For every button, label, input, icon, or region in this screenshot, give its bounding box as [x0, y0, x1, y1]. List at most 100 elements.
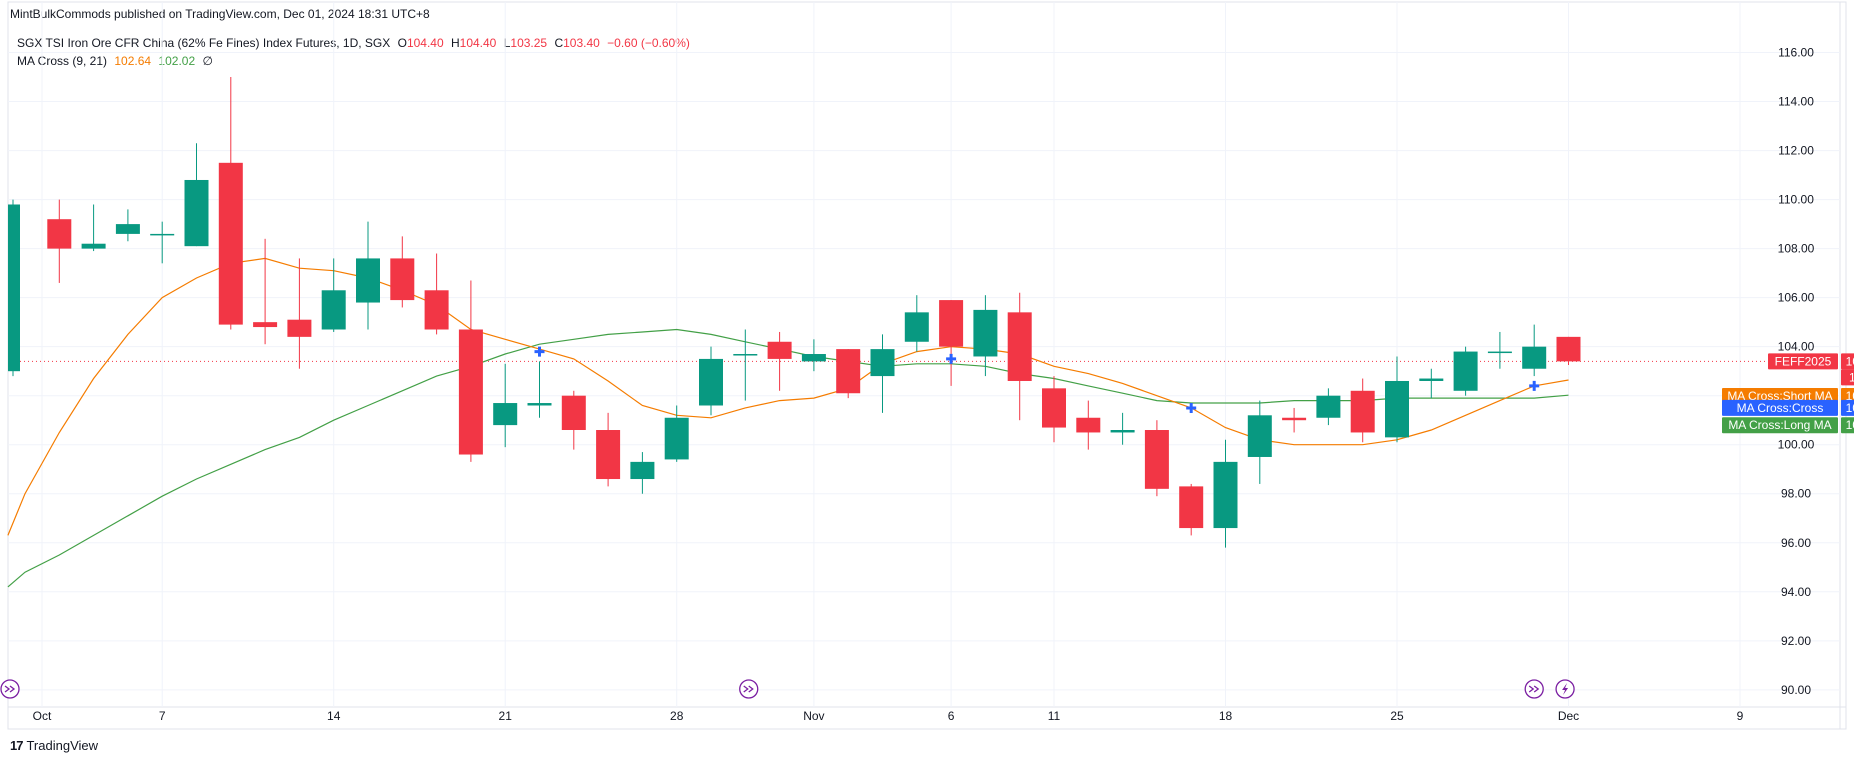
ma-tag-name-1: MA Cross:Short MA [1727, 389, 1832, 403]
symbol-price-value: 103.40 [1846, 354, 1854, 368]
candle-body[interactable] [218, 162, 243, 325]
short-ma-value: 102.64 [114, 54, 152, 68]
candle-body[interactable] [493, 403, 518, 426]
candle-body[interactable] [1042, 388, 1066, 428]
candle-body[interactable] [184, 179, 209, 247]
candle-body[interactable] [664, 417, 689, 460]
indicator-row[interactable]: MA Cross (9, 21) 102.64 102.02 ∅ [17, 52, 690, 70]
candle-body[interactable] [561, 395, 586, 431]
candle-body[interactable] [870, 349, 895, 377]
symbol-price-value-bg [1841, 353, 1854, 370]
y-tick-label: 90.00 [1781, 683, 1811, 697]
ma-tag-value-3: 102.02 [1846, 418, 1854, 432]
x-tick-label: 7 [159, 709, 166, 723]
x-tick-label: 9 [1737, 709, 1744, 723]
symbol-title: SGX TSI Iron Ore CFR China (62% Fe Fines… [17, 36, 391, 50]
y-tick-label: 114.00 [1778, 95, 1814, 109]
cross-marker-icon[interactable] [534, 346, 545, 357]
candle-body[interactable] [1316, 395, 1341, 418]
x-tick-label: 28 [670, 709, 684, 723]
candle-body[interactable] [47, 219, 72, 249]
candle-body[interactable] [973, 309, 998, 357]
candle-body[interactable] [8, 204, 20, 372]
candle-body[interactable] [767, 341, 792, 359]
candle-body[interactable] [1487, 351, 1512, 354]
y-tick-label: 116.00 [1778, 46, 1814, 60]
candle-body[interactable] [424, 290, 449, 330]
candle-body[interactable] [699, 358, 723, 406]
candle-body[interactable] [939, 300, 964, 347]
candle-body[interactable] [150, 233, 175, 236]
symbol-countdown: 1d 2h [1849, 370, 1854, 384]
cross-marker-icon[interactable] [946, 353, 957, 364]
candle-body[interactable] [356, 258, 380, 303]
x-tick-label: 6 [948, 709, 955, 723]
published-caption: MintBulkCommods published on TradingView… [10, 7, 430, 21]
y-tick-label: 104.00 [1778, 340, 1815, 354]
y-tick-label: 106.00 [1778, 291, 1815, 305]
candle-body[interactable] [115, 224, 140, 234]
cross-marker-icon[interactable] [1529, 380, 1540, 391]
ma-tag-value-2-bg [1841, 399, 1854, 416]
chart-legend: SGX TSI Iron Ore CFR China (62% Fe Fines… [17, 34, 690, 70]
ma-tag-name-2: MA Cross:Cross [1737, 401, 1824, 415]
arrows-glyph [1528, 685, 1540, 693]
symbol-row[interactable]: SGX TSI Iron Ore CFR China (62% Fe Fines… [17, 34, 690, 52]
candle-body[interactable] [1007, 312, 1032, 381]
candle-body[interactable] [458, 329, 483, 455]
long-ma-value: 102.02 [158, 54, 196, 68]
lightning-glyph [1562, 683, 1569, 695]
plot-frame [7, 1, 1847, 730]
symbol-price-name: FEFF2025 [1775, 354, 1832, 368]
candle-body[interactable] [1076, 417, 1101, 433]
candle-body[interactable] [390, 258, 415, 301]
indicator-title: MA Cross (9, 21) [17, 54, 108, 68]
candle-body[interactable] [733, 354, 758, 356]
cross-value: ∅ [202, 54, 213, 68]
candle-body[interactable] [1385, 380, 1409, 438]
candle-body[interactable] [1144, 430, 1169, 489]
close-value: 103.40 [563, 36, 600, 50]
low-value: 103.25 [510, 36, 548, 50]
candle-body[interactable] [801, 354, 826, 362]
x-tick-label: 11 [1048, 709, 1061, 723]
candle-body[interactable] [904, 312, 929, 342]
x-tick-label: Oct [33, 709, 52, 723]
candle-body[interactable] [1282, 417, 1307, 421]
candle-body[interactable] [1247, 415, 1272, 457]
y-tick-label: 98.00 [1781, 487, 1811, 501]
x-tick-label: 25 [1390, 709, 1404, 723]
ma-tag-name-3: MA Cross:Long MA [1728, 418, 1831, 432]
candle-body[interactable] [836, 349, 861, 394]
candle-body[interactable] [1179, 486, 1204, 529]
candle-body[interactable] [1556, 336, 1581, 362]
candle-body[interactable] [630, 461, 655, 480]
long-ma-line [7, 328, 1569, 588]
x-tick-label: 18 [1219, 709, 1233, 723]
candle-body[interactable] [1419, 378, 1444, 381]
short-ma-line [7, 257, 1569, 536]
candle-body[interactable] [253, 322, 278, 328]
arrows-glyph [743, 685, 754, 693]
y-tick-label: 108.00 [1778, 242, 1815, 256]
candle-body[interactable] [287, 319, 312, 337]
candle-body[interactable] [81, 243, 106, 249]
symbol-countdown-bg [1841, 369, 1854, 386]
candle-body[interactable] [1453, 351, 1478, 391]
candle-body[interactable] [1110, 430, 1135, 433]
high-label: H [450, 36, 460, 50]
tradingview-logo-icon: 17 [10, 738, 24, 753]
candle-body[interactable] [596, 430, 621, 480]
open-label: O [397, 36, 407, 50]
low-label: L [503, 36, 511, 50]
candle-body[interactable] [1522, 346, 1547, 369]
ma-tag-name-2-bg [1722, 399, 1838, 416]
cross-marker-icon[interactable] [1186, 402, 1197, 413]
candle-body[interactable] [1213, 461, 1238, 529]
candle-body[interactable] [1350, 390, 1375, 433]
x-tick-label: Nov [803, 709, 824, 723]
candle-body[interactable] [527, 403, 552, 406]
candle-body[interactable] [321, 290, 346, 330]
tradingview-logo[interactable]: 17 TradingView [10, 738, 98, 753]
